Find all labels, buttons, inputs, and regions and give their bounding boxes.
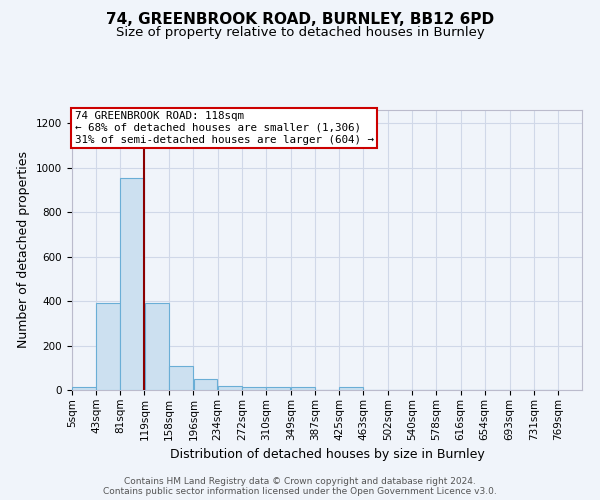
Y-axis label: Number of detached properties: Number of detached properties xyxy=(17,152,31,348)
Bar xyxy=(194,379,217,390)
Bar xyxy=(97,302,120,390)
Text: 74 GREENBROOK ROAD: 118sqm
← 68% of detached houses are smaller (1,306)
31% of s: 74 GREENBROOK ROAD: 118sqm ← 68% of deta… xyxy=(74,112,374,144)
Bar xyxy=(145,302,169,390)
Bar xyxy=(169,366,193,390)
Bar xyxy=(72,388,96,390)
Bar xyxy=(291,388,315,390)
Bar xyxy=(218,386,242,390)
Text: Size of property relative to detached houses in Burnley: Size of property relative to detached ho… xyxy=(116,26,484,39)
Bar xyxy=(242,388,266,390)
Bar xyxy=(339,388,363,390)
Text: 74, GREENBROOK ROAD, BURNLEY, BB12 6PD: 74, GREENBROOK ROAD, BURNLEY, BB12 6PD xyxy=(106,12,494,28)
Bar xyxy=(266,388,290,390)
Text: Contains HM Land Registry data © Crown copyright and database right 2024.
Contai: Contains HM Land Registry data © Crown c… xyxy=(103,476,497,496)
X-axis label: Distribution of detached houses by size in Burnley: Distribution of detached houses by size … xyxy=(170,448,484,461)
Bar xyxy=(121,178,145,390)
